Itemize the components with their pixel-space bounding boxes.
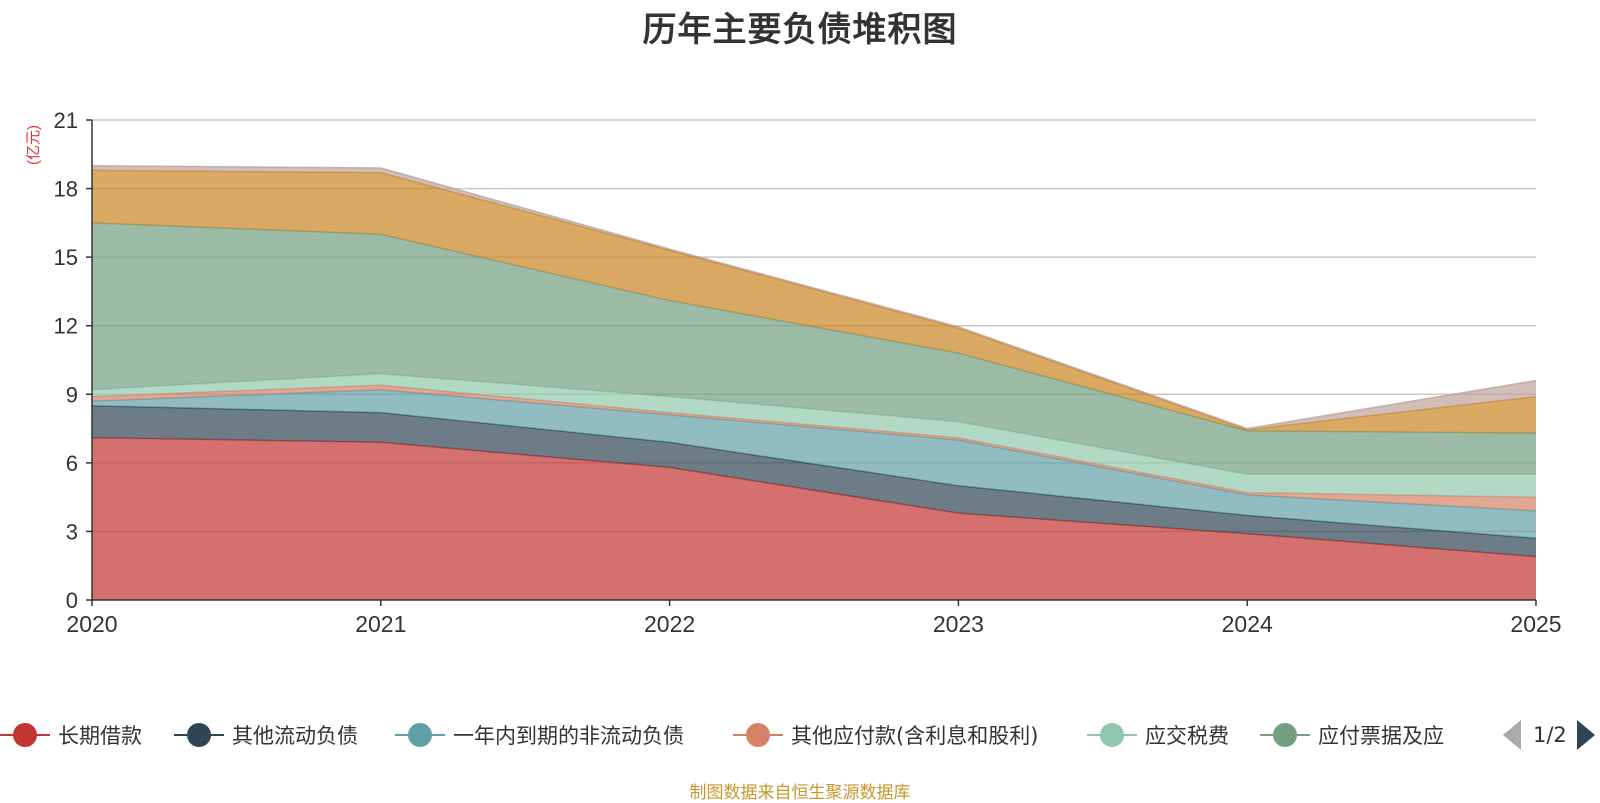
legend-item-other-current-liabilities[interactable]: 其他流动负债 [174,715,358,755]
y-tick-label: 15 [54,245,78,270]
legend-marker-icon [733,715,783,755]
x-tick-label: 2020 [66,611,117,637]
legend-marker-icon [0,715,50,755]
area-4[interactable] [92,373,1536,498]
legend-marker-icon [1260,715,1310,755]
legend-label: 长期借款 [58,724,142,748]
legend-label: 其他流动负债 [232,724,358,748]
y-tick-label: 0 [66,588,78,613]
legend-label: 一年内到期的非流动负债 [453,724,684,748]
y-tick-label: 21 [54,108,78,133]
y-tick-label: 9 [66,382,78,407]
legend-marker-icon [395,715,445,755]
y-axis-label: (亿元) [25,125,42,165]
legend-item-notes-accounts-payable[interactable]: 应付票据及应 [1260,715,1444,755]
legend-next-page-icon[interactable] [1576,720,1595,750]
area-6[interactable] [92,170,1536,434]
legend-marker-icon [1087,715,1137,755]
y-tick-label: 18 [54,177,78,202]
legend: 长期借款 其他流动负债 一年内到期的非流动负债 其他应付款(含利息和股利) 应交… [0,715,1480,755]
area-series [91,164,1537,600]
area-2[interactable] [92,389,1536,539]
x-tick-label: 2023 [933,611,984,637]
area-1[interactable] [92,405,1536,557]
y-tick-label: 3 [66,519,78,544]
x-tick-label: 2025 [1510,611,1561,637]
legend-label: 应交税费 [1145,724,1229,748]
area-0[interactable] [92,437,1536,600]
legend-item-long-term-loans[interactable]: 长期借款 [0,715,142,755]
legend-item-other-payables[interactable]: 其他应付款(含利息和股利) [733,715,1038,755]
y-tick-label: 12 [54,314,78,339]
legend-label: 其他应付款(含利息和股利) [791,724,1039,748]
legend-item-current-portion-noncurrent[interactable]: 一年内到期的非流动负债 [395,715,684,755]
area-line-7 [91,164,1537,430]
x-tick-label: 2024 [1222,611,1273,637]
x-tick-label: 2021 [355,611,406,637]
legend-label: 应付票据及应 [1318,724,1444,748]
data-source-note: 制图数据来自恒生聚源数据库 [689,783,911,803]
legend-item-taxes-payable[interactable]: 应交税费 [1087,715,1229,755]
area-5[interactable] [92,222,1536,475]
y-tick-label: 6 [66,451,78,476]
stacked-area-chart: 0 3 6 9 12 15 18 21 2020 2021 2022 2023 2024 2025 (亿元… [25,108,1562,637]
legend-pager: 1/2 [1500,718,1600,752]
legend-marker-icon [174,715,224,755]
axes: 0 3 6 9 12 15 18 21 2020 2021 2022 2023 2024 2025 [54,108,1562,637]
x-tick-label: 2022 [644,611,695,637]
chart-title: 历年主要负债堆积图 [642,10,958,50]
legend-prev-page-icon[interactable] [1503,720,1521,750]
legend-page-indicator: 1/2 [1533,723,1567,747]
